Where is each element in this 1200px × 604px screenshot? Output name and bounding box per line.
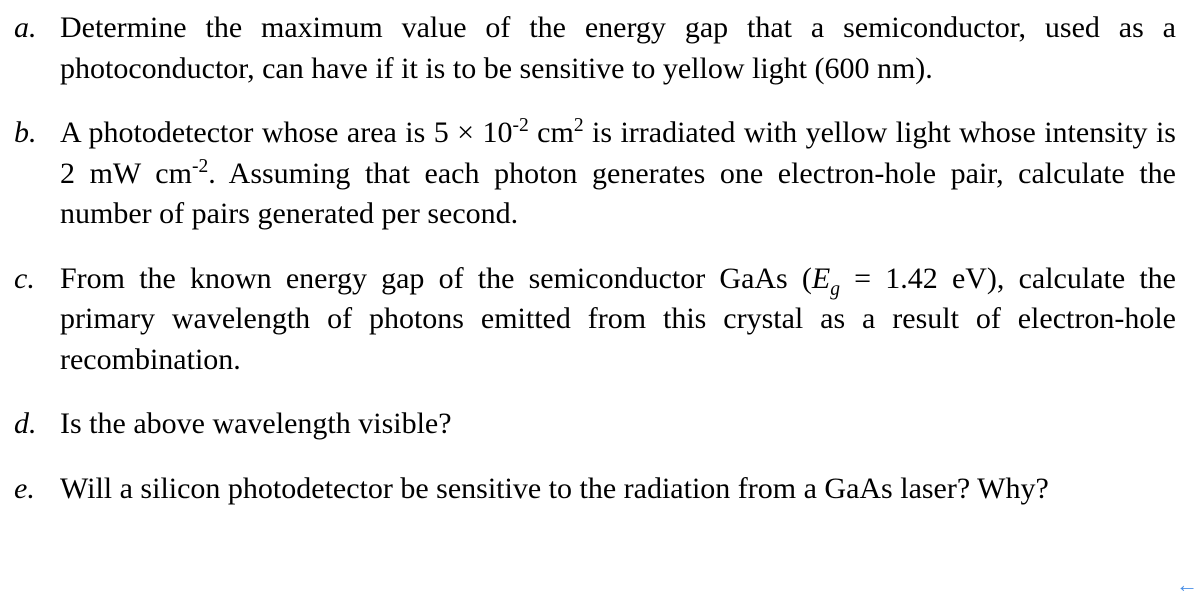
question-b: b. A photodetector whose area is 5 × 10-… xyxy=(10,113,1176,235)
marker-e: e. xyxy=(10,469,60,510)
question-e: e. Will a silicon photodetector be sensi… xyxy=(10,469,1176,510)
c-Eg-sub: g xyxy=(830,279,840,300)
c-seg1: From the known energy gap of the semicon… xyxy=(60,262,812,295)
marker-b: b. xyxy=(10,113,60,154)
text-c: From the known energy gap of the semicon… xyxy=(60,259,1176,381)
b-seg1: A photodetector whose area is 5 × 10 xyxy=(60,116,513,149)
marker-d: d. xyxy=(10,404,60,445)
question-a: a. Determine the maximum value of the en… xyxy=(10,8,1176,89)
text-e: Will a silicon photodetector be sensitiv… xyxy=(60,469,1176,510)
b-exp3: -2 xyxy=(192,156,208,177)
b-exp1: -2 xyxy=(513,115,529,136)
text-a: Determine the maximum value of the energ… xyxy=(60,8,1176,89)
question-list: a. Determine the maximum value of the en… xyxy=(10,8,1176,509)
b-exp2: 2 xyxy=(574,115,584,136)
text-b: A photodetector whose area is 5 × 10-2 c… xyxy=(60,113,1176,235)
page-container: a. Determine the maximum value of the en… xyxy=(0,0,1200,541)
marker-c: c. xyxy=(10,259,60,300)
question-c: c. From the known energy gap of the semi… xyxy=(10,259,1176,381)
marker-a: a. xyxy=(10,8,60,49)
c-Eg-E: E xyxy=(812,262,830,295)
b-seg4: . Assuming that each photon generates on… xyxy=(60,157,1176,231)
text-d: Is the above wavelength visible? xyxy=(60,404,1176,445)
question-d: d. Is the above wavelength visible? xyxy=(10,404,1176,445)
b-seg2: cm xyxy=(529,116,574,149)
back-arrow-icon: ← xyxy=(1176,572,1198,598)
